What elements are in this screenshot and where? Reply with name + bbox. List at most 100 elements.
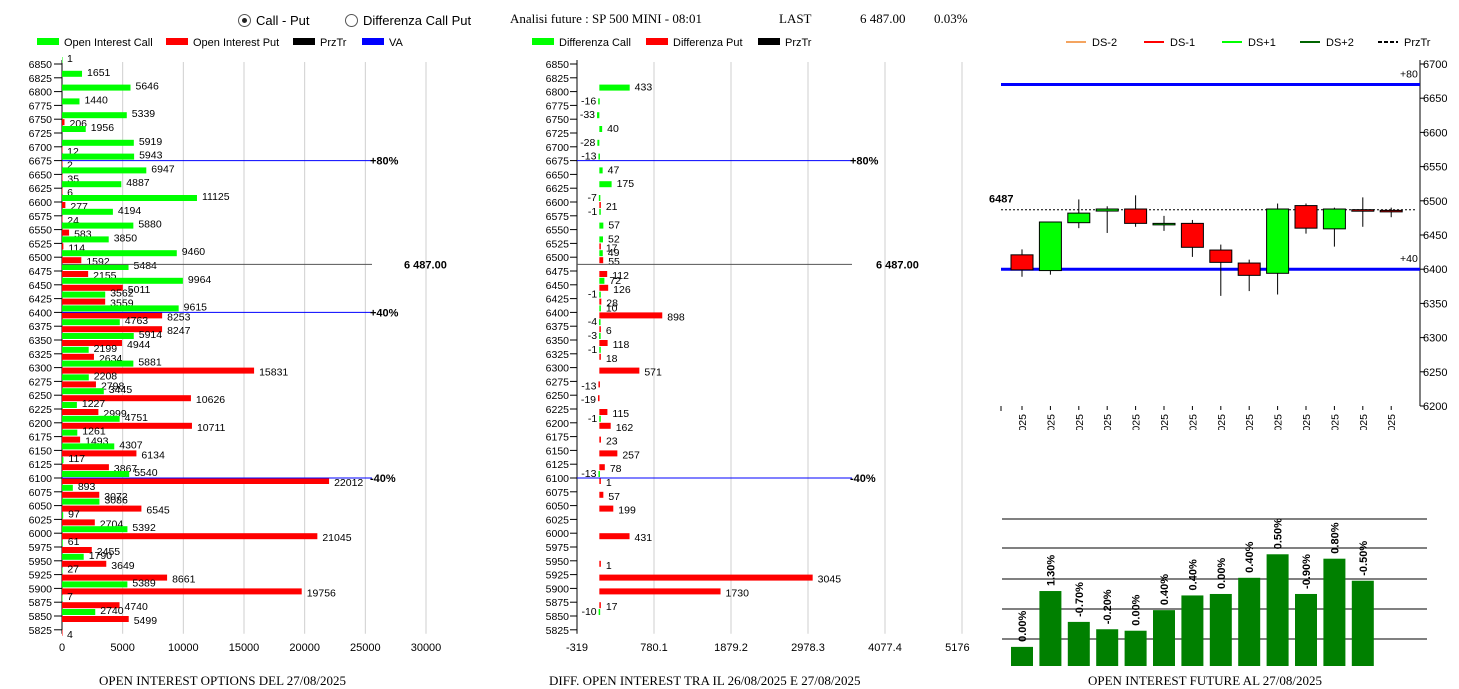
call-value-label: 117 (68, 453, 85, 465)
call-value-label: 5646 (136, 81, 160, 93)
y-tick-label: 5975 (546, 542, 570, 554)
put-value-label: 8661 (172, 574, 196, 586)
y-tick-label: 6450 (546, 280, 570, 292)
radio-call-put[interactable] (238, 14, 251, 27)
put-bar (62, 450, 137, 457)
put-value-label: 2798 (101, 380, 125, 392)
put-bar (62, 519, 95, 526)
diff-call-label: 433 (635, 82, 653, 94)
call-bar (62, 167, 147, 174)
future-bar-label: 0.00% (1017, 610, 1029, 641)
y-tick-label: 5950 (29, 556, 53, 568)
put-value-label: 35 (67, 173, 79, 185)
diff-put-bar (599, 353, 601, 360)
radio-differenza[interactable] (345, 14, 358, 27)
diff-call-label: 47 (608, 164, 620, 176)
put-bar (62, 298, 106, 305)
diff-call-bar (597, 139, 600, 146)
put-bar (62, 491, 100, 498)
put-bar (62, 409, 99, 415)
x-tick-label: 19/08/2025 (1187, 414, 1199, 430)
y-tick-label: 6575 (546, 211, 570, 223)
y-tick-label: 6500 (29, 252, 53, 264)
x-tick-label: 25/08/2025 (1301, 414, 1313, 430)
diff-put-bar (599, 326, 601, 333)
x-tick-label: 21/08/2025 (1244, 414, 1256, 430)
y-tick-label: 6400 (546, 307, 570, 319)
y-tick-label: 6100 (546, 473, 570, 485)
put-bar (62, 353, 94, 360)
y-tick-label: 5925 (546, 570, 570, 582)
legend-swatch-1 (646, 38, 668, 45)
diff-put-label: 57 (608, 491, 620, 503)
x-tick-label: 28/08/2025 (1386, 414, 1398, 430)
diff-call-bar (598, 471, 600, 477)
call-bar (62, 319, 120, 326)
call-value-label: 5919 (139, 136, 163, 148)
y-tick-label: 6600 (1423, 127, 1447, 139)
put-bar (62, 478, 330, 484)
y-tick-label: 6400 (29, 307, 53, 319)
y-tick-label: 6550 (546, 225, 570, 237)
y-tick-label: 6825 (546, 73, 570, 85)
candle-down (1180, 222, 1204, 248)
reference-label: +40% (370, 307, 399, 319)
x-tick-label: 30000 (411, 642, 442, 654)
call-bar (62, 181, 122, 188)
call-bar (62, 346, 89, 353)
diff-call-label: -1 (588, 344, 597, 356)
x-tick-label: 10000 (168, 642, 199, 654)
diff-put-bar (599, 450, 618, 457)
y-tick-label: 6300 (546, 363, 570, 375)
candle-up (1322, 208, 1346, 230)
diff-put-label: 18 (606, 353, 618, 365)
diff-call-bar (599, 84, 630, 91)
put-value-label: 4740 (125, 601, 149, 613)
future-bar (1124, 630, 1147, 666)
y-tick-label: 6350 (546, 335, 570, 347)
y-tick-label: 6450 (1423, 230, 1447, 242)
level-label: +40 (1400, 253, 1418, 265)
y-tick-label: 6600 (29, 197, 53, 209)
put-value-label: 22012 (334, 477, 363, 489)
diff-put-bar (599, 602, 601, 609)
y-tick-label: 6175 (546, 432, 570, 444)
call-bar (62, 208, 113, 215)
diff-put-bar (599, 202, 601, 208)
call-bar (62, 553, 84, 560)
put-value-label: 3649 (111, 560, 135, 572)
y-tick-label: 6775 (546, 100, 570, 112)
y-tick-label: 6375 (29, 321, 53, 333)
diff-put-bar (599, 284, 609, 291)
page-title: Analisi future : SP 500 MINI - 08:01 (510, 11, 702, 26)
diff-put-label: 431 (635, 532, 653, 544)
call-value-label: 1651 (87, 67, 111, 79)
put-bar (62, 312, 163, 319)
call-value-label: 3562 (110, 288, 134, 300)
diff-call-label: -28 (580, 137, 595, 149)
y-tick-label: 6300 (1423, 333, 1447, 345)
y-tick-label: 6675 (546, 156, 570, 168)
legend-swatch-0 (37, 38, 59, 45)
call-bar (62, 277, 183, 284)
y-tick-label: 6025 (29, 514, 53, 526)
call-bar (62, 291, 106, 298)
call-value-label: 893 (78, 481, 96, 493)
y-tick-label: 6275 (29, 376, 53, 388)
future-bar (1351, 580, 1374, 666)
y-tick-label: 6350 (1423, 298, 1447, 310)
radio-call-put-label: Call - Put (256, 13, 310, 28)
put-bar (62, 381, 96, 388)
diff-call-bar (599, 333, 601, 339)
candlestick-chart: DS-2 DS-1 DS+1 DS+2 PrzTr 6200 6250 6300 6350 640… (989, 37, 1447, 430)
diff-call-label: -16 (581, 95, 596, 107)
diff-call-label: -3 (588, 330, 597, 342)
call-bar (62, 70, 83, 77)
call-bar (62, 609, 96, 615)
footer-right: OPEN INTEREST FUTURE AL 27/08/2025 (1088, 673, 1323, 688)
y-tick-label: 6475 (29, 266, 53, 278)
y-tick-label: 5875 (546, 597, 570, 609)
call-value-label: 5484 (134, 260, 158, 272)
diff-call-bar (598, 195, 601, 201)
y-tick-label: 6800 (546, 87, 570, 99)
